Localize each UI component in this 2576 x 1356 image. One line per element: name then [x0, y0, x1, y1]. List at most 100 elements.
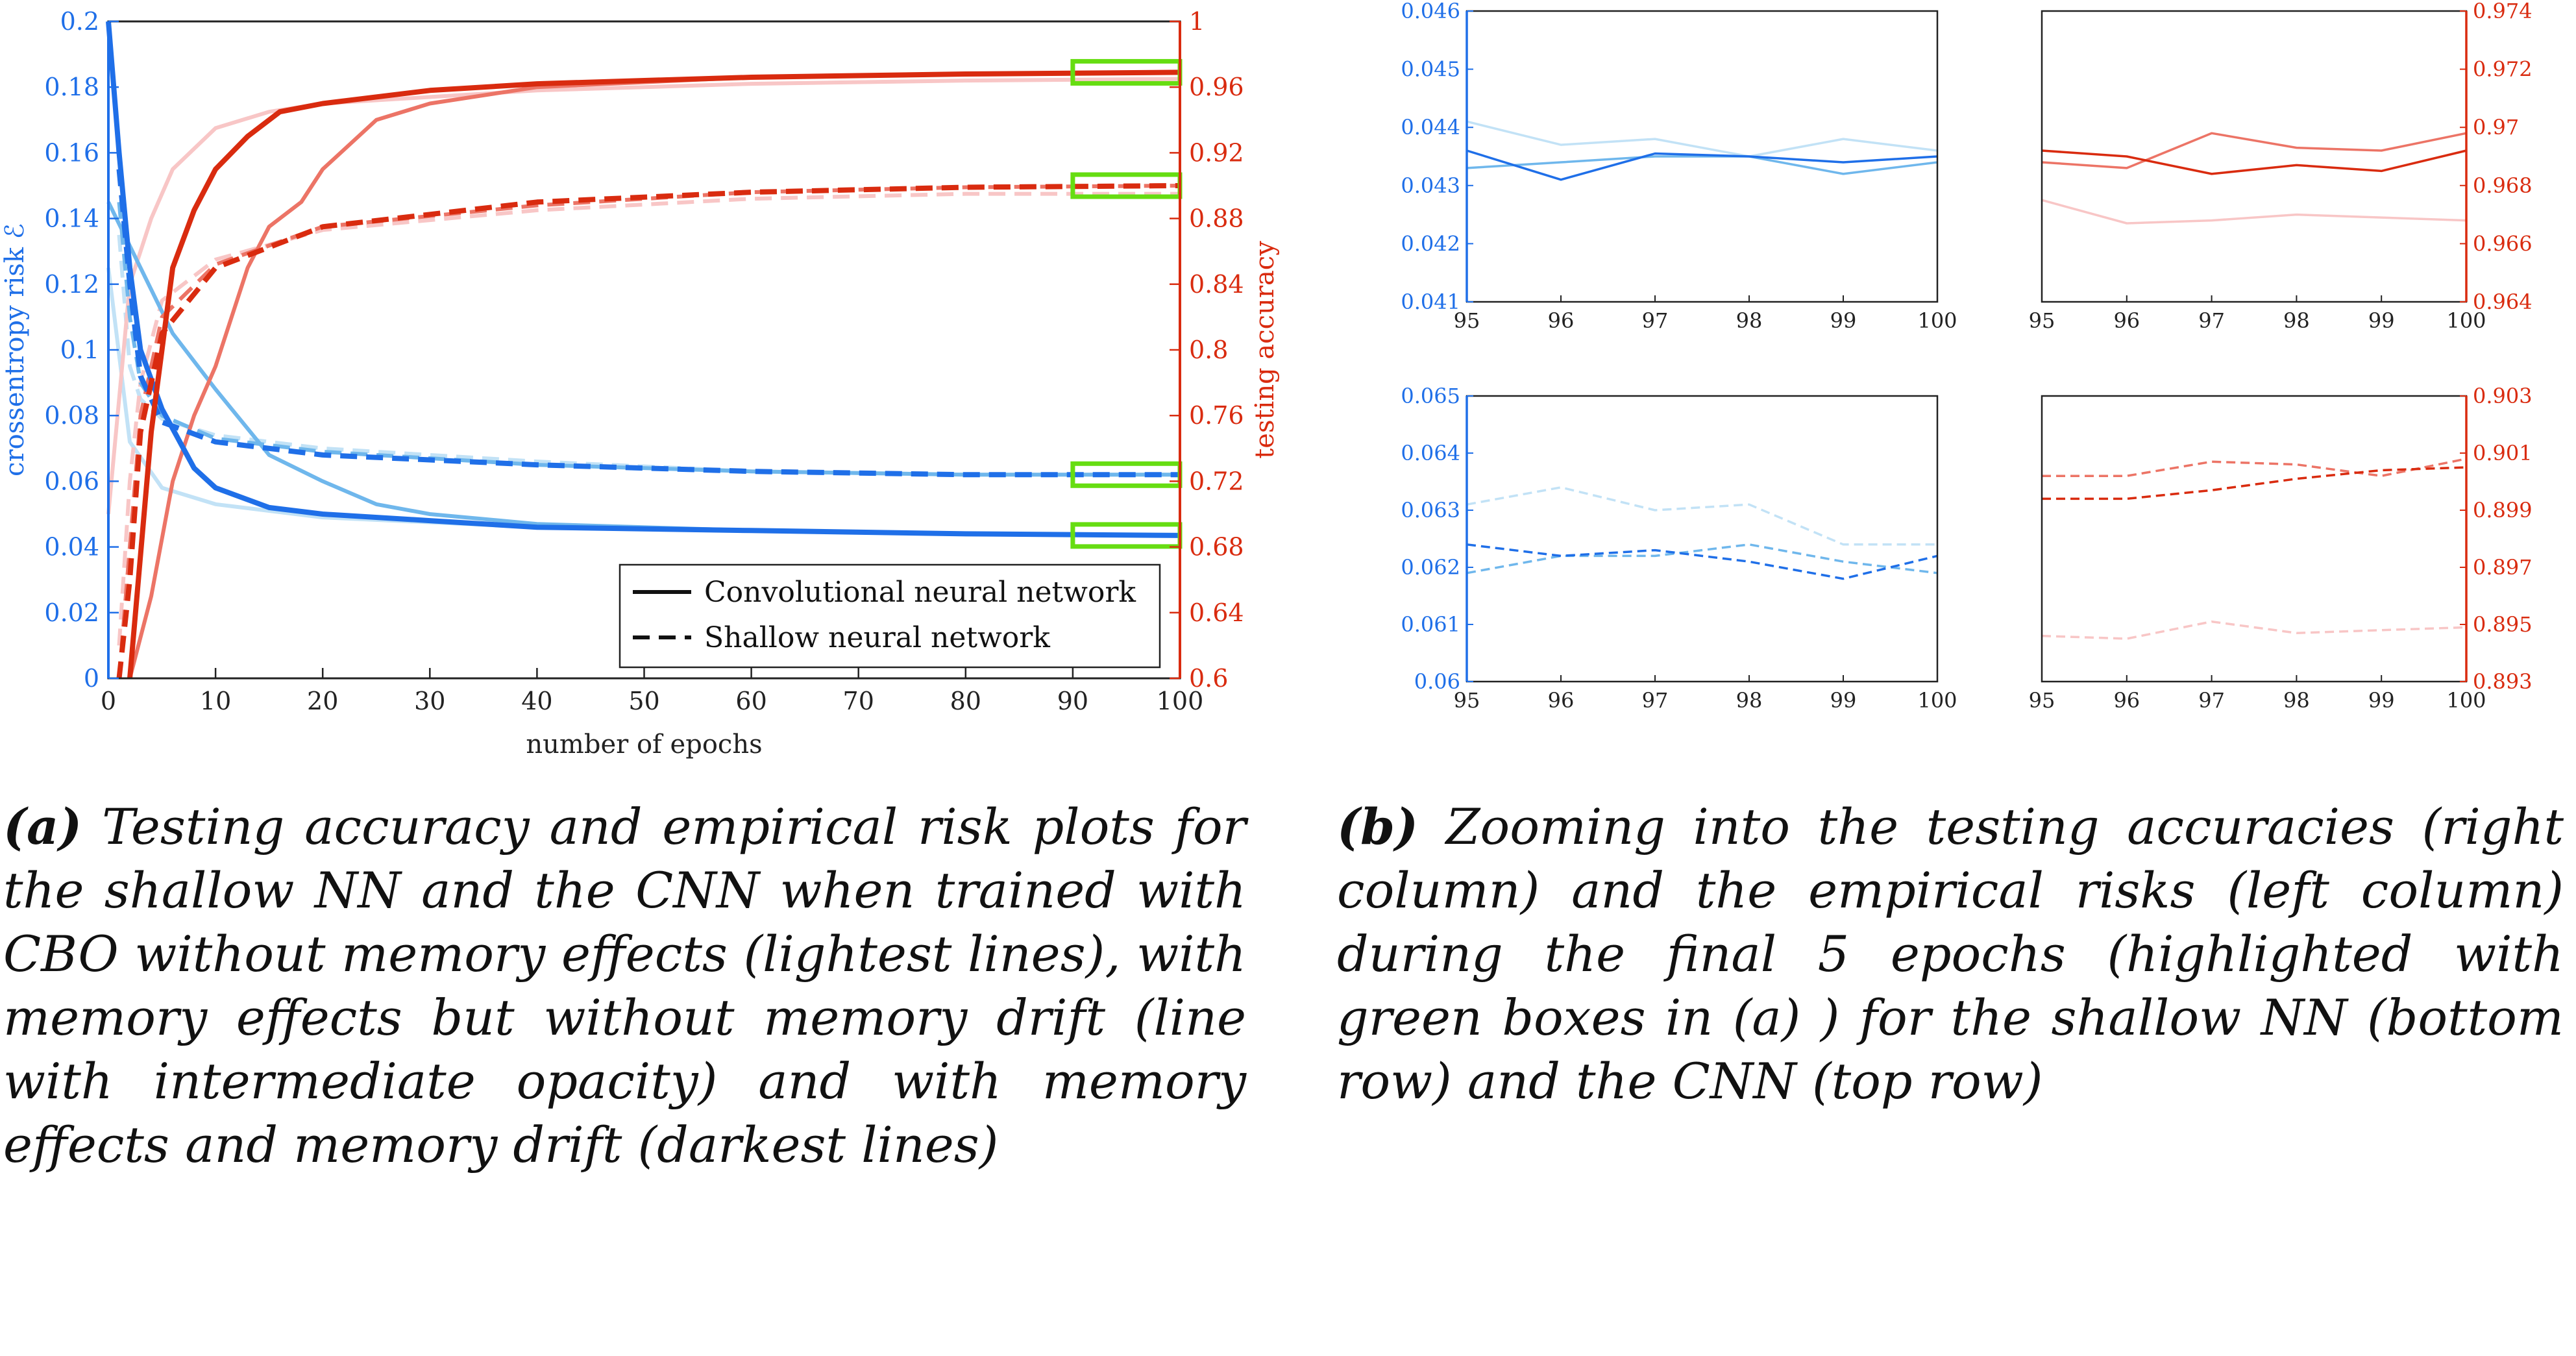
zoom-y-tick-label: 0.97 — [2473, 115, 2519, 140]
y-left-tick-label: 0.18 — [44, 73, 99, 101]
zoom-series-mid — [1466, 543, 1938, 574]
y-left-axis-label: crossentropy risk ℰ — [0, 223, 30, 476]
zoom-y-tick-label: 0.061 — [1401, 612, 1460, 637]
series-left-solid-light — [106, 267, 1181, 537]
y-right-tick-label: 0.76 — [1189, 401, 1244, 430]
x-tick-label: 0 — [101, 687, 116, 715]
x-tick-label: 30 — [414, 687, 445, 715]
y-right-tick-label: 0.6 — [1189, 664, 1228, 693]
zoom-x-tick-label: 98 — [2283, 688, 2310, 713]
x-tick-label: 10 — [200, 687, 231, 715]
zoom-y-tick-label: 0.041 — [1401, 290, 1460, 314]
y-right-tick-label: 0.84 — [1189, 270, 1244, 299]
y-left-tick-label: 0 — [84, 664, 99, 693]
zoom-x-tick-label: 97 — [2198, 308, 2225, 333]
zoom-frame — [2041, 10, 2468, 303]
zoom-series-mid — [2041, 132, 2467, 169]
zoom-y-tick-label: 0.966 — [2473, 231, 2533, 256]
zoom-x-tick-label: 99 — [1830, 308, 1857, 333]
zoom-x-tick-label: 98 — [2283, 308, 2310, 333]
x-tick-label: 90 — [1057, 687, 1088, 715]
y-right-tick-label: 0.92 — [1189, 138, 1244, 167]
y-left-tick-label: 0.2 — [60, 7, 99, 36]
y-left-tick-label: 0.1 — [60, 336, 99, 364]
caption-a-text: Testing accuracy and empirical risk plot… — [3, 798, 1246, 1174]
zoom-series-dark — [1466, 149, 1938, 181]
zoom-x-tick-label: 96 — [1548, 308, 1575, 333]
zoom-y-tick-label: 0.046 — [1401, 0, 1460, 23]
y-left-tick-label: 0.06 — [44, 467, 99, 495]
zoom-x-tick-label: 98 — [1736, 688, 1763, 713]
legend-box — [619, 563, 1161, 669]
zoom-x-tick-label: 100 — [1917, 688, 1957, 713]
caption-b-text: Zooming into the testing accuracies (rig… — [1337, 798, 2564, 1110]
x-tick-label: 100 — [1157, 687, 1204, 715]
series-right-solid-dark — [127, 69, 1181, 679]
y-right-tick-label: 0.68 — [1189, 533, 1244, 561]
zoom-y-tick-label: 0.893 — [2473, 669, 2533, 694]
y-left-tick-label: 0.12 — [44, 270, 99, 299]
main-chart: 0 10 20 30 40 50 60 70 80 90 100 0 0.02 0.04 0.06 0.08 0… — [0, 7, 1280, 759]
zoom-y-tick-label: 0.968 — [2473, 173, 2533, 198]
x-tick-label: 20 — [307, 687, 338, 715]
x-tick-label: 40 — [521, 687, 552, 715]
zoom-x-tick-label: 99 — [2368, 308, 2395, 333]
zoom-y-tick-label: 0.06 — [1414, 669, 1460, 694]
zoom-y-tick-label: 0.899 — [2473, 498, 2533, 523]
zoom-y-tick-label: 0.065 — [1401, 384, 1460, 408]
y-right-axis-label: testing accuracy — [1250, 241, 1280, 459]
zoom-series-light — [1466, 486, 1937, 546]
y-right-tick-label: 0.8 — [1189, 336, 1228, 364]
zoom-y-tick-label: 0.043 — [1401, 173, 1460, 198]
caption-a-label: (a) — [3, 798, 82, 856]
zoom-y-tick-label: 0.063 — [1401, 498, 1460, 523]
zoom-y-tick-label: 0.045 — [1401, 57, 1460, 82]
zoom-x-tick-label: 96 — [2113, 308, 2140, 333]
zoom-y-tick-label: 0.897 — [2473, 555, 2533, 580]
y-left-tick-label: 0.14 — [44, 204, 99, 233]
caption-b-label: (b) — [1337, 798, 1419, 856]
caption-b: (b) Zooming into the testing accuracies … — [1337, 795, 2564, 1113]
zoom-x-tick-label: 95 — [2029, 688, 2055, 713]
zoom-series-light — [2041, 620, 2467, 640]
zoom-y-tick-label: 0.964 — [2473, 290, 2533, 314]
zoom-y-tick-label: 0.972 — [2473, 57, 2533, 82]
zoom-series-light — [1466, 120, 1938, 158]
zoom-panel-zoom_shallow_risk: 95 96 97 98 99 100 0.06 0.061 0.062 0.063 0.064 0.0… — [1401, 384, 1957, 713]
zoom-x-tick-label: 97 — [2198, 688, 2225, 713]
y-left-tick-label: 0.04 — [44, 533, 99, 561]
zoom-frame — [1466, 395, 1939, 683]
y-right-tick-label: 0.96 — [1189, 73, 1244, 101]
x-axis-label: number of epochs — [526, 730, 762, 759]
y-right-tick-label: 0.72 — [1189, 467, 1244, 495]
zoom-x-tick-label: 95 — [1454, 308, 1480, 333]
zoom-x-tick-label: 99 — [2368, 688, 2395, 713]
y-right-tick-label: 0.64 — [1189, 598, 1244, 627]
y-right-tick-label: 0.88 — [1189, 204, 1244, 233]
zoom-x-tick-label: 100 — [2446, 688, 2486, 713]
y-left-tick-label: 0.08 — [44, 401, 99, 430]
zoom-series-dark — [1466, 543, 1938, 580]
legend: Convolutional neural network Shallow neur… — [619, 563, 1161, 669]
x-tick-label: 70 — [843, 687, 874, 715]
x-tick-label: 60 — [735, 687, 767, 715]
y-left-tick-label: 0.02 — [44, 598, 99, 627]
series-left-dashed-light — [117, 234, 1180, 477]
zoom-x-tick-label: 97 — [1642, 308, 1669, 333]
series-left-dashed-dark — [116, 169, 1180, 478]
series-left-solid-mid — [106, 201, 1181, 537]
zoom-x-tick-label: 100 — [1917, 308, 1957, 333]
zoom-x-tick-label: 100 — [2446, 308, 2486, 333]
zoom-y-tick-label: 0.064 — [1401, 441, 1460, 465]
zoom-x-tick-label: 95 — [2029, 308, 2055, 333]
series-left-solid-dark — [106, 21, 1181, 538]
zoom-x-tick-label: 98 — [1736, 308, 1763, 333]
zoom-y-tick-label: 0.901 — [2473, 441, 2533, 465]
zoom-series-dark — [2041, 149, 2467, 175]
zoom-x-tick-label: 95 — [1454, 688, 1480, 713]
x-tick-label: 50 — [628, 687, 659, 715]
caption-a: (a) Testing accuracy and empirical risk … — [3, 795, 1246, 1177]
